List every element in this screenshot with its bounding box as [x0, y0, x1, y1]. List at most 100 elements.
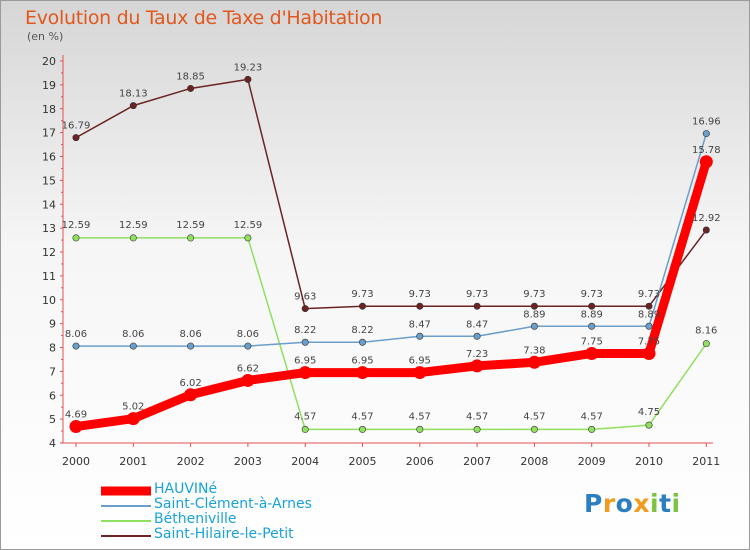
data-point-3 — [72, 134, 80, 142]
x-tick-label: 2005 — [349, 455, 377, 468]
y-tick-label: 15 — [42, 174, 56, 187]
data-label: 19.23 — [234, 62, 263, 73]
data-point-1 — [530, 322, 538, 330]
series-line-0 — [71, 157, 711, 432]
data-point-1 — [588, 322, 596, 330]
logo-letter: t — [659, 489, 672, 518]
x-tick-label: 2004 — [291, 455, 319, 468]
data-label: 6.02 — [179, 378, 201, 389]
data-point-2 — [416, 425, 424, 433]
y-tick-label: 7 — [49, 365, 56, 378]
data-label: 8.16 — [695, 326, 717, 337]
data-point-2 — [645, 421, 653, 429]
data-label: 9.73 — [409, 289, 431, 300]
data-label: 15.78 — [692, 145, 721, 156]
data-label: 4.57 — [581, 411, 603, 422]
chart-title: Evolution du Taux de Taxe d'Habitation — [25, 7, 383, 29]
legend-swatch — [101, 519, 151, 522]
legend-swatch — [101, 486, 151, 495]
data-label: 4.57 — [294, 411, 316, 422]
data-label: 8.89 — [638, 309, 660, 320]
legend-label: Saint-Clément-à-Arnes — [154, 496, 312, 512]
data-label: 8.06 — [179, 329, 201, 340]
x-tick-label: 2008 — [520, 455, 548, 468]
data-point-3 — [358, 302, 366, 310]
y-tick-label: 12 — [42, 246, 56, 259]
data-label: 8.47 — [409, 319, 431, 330]
data-point-0 — [527, 355, 541, 369]
data-point-2 — [129, 234, 137, 242]
data-point-2 — [588, 425, 596, 433]
data-label: 7.75 — [581, 336, 603, 347]
data-point-0 — [585, 346, 599, 360]
data-point-2 — [244, 234, 252, 242]
data-label: 16.96 — [692, 117, 721, 128]
chart-subtitle: (en %) — [27, 30, 64, 43]
data-label: 8.06 — [122, 329, 144, 340]
data-label: 7.23 — [466, 349, 488, 360]
x-tick-label: 2011 — [692, 455, 720, 468]
data-label: 9.63 — [294, 292, 316, 303]
data-label: 4.57 — [466, 411, 488, 422]
data-point-3 — [187, 84, 195, 92]
data-point-1 — [187, 342, 195, 350]
logo-letter: x — [633, 489, 650, 518]
data-label: 18.13 — [119, 89, 148, 100]
data-point-0 — [642, 346, 656, 360]
data-label: 8.22 — [294, 325, 316, 336]
logo-letter: i — [671, 489, 681, 518]
data-point-1 — [244, 342, 252, 350]
y-tick-label: 20 — [42, 55, 56, 68]
data-point-0 — [298, 366, 312, 380]
x-tick-label: 2010 — [635, 455, 663, 468]
data-point-1 — [645, 322, 653, 330]
data-label: 6.95 — [294, 356, 316, 367]
data-label: 9.73 — [638, 289, 660, 300]
data-point-3 — [416, 302, 424, 310]
data-point-0 — [69, 420, 83, 434]
data-point-1 — [358, 338, 366, 346]
data-point-2 — [72, 234, 80, 242]
x-tick-label: 2009 — [578, 455, 606, 468]
legend-label: HAUVINé — [154, 481, 218, 497]
data-label: 6.95 — [351, 356, 373, 367]
x-tick-label: 2001 — [119, 455, 147, 468]
data-label: 8.06 — [237, 329, 259, 340]
data-point-2 — [358, 425, 366, 433]
data-label: 12.59 — [119, 220, 148, 231]
proxiti-logo: Proxiti — [584, 489, 681, 518]
data-point-2 — [187, 234, 195, 242]
x-tick-label: 2002 — [177, 455, 205, 468]
data-point-3 — [473, 302, 481, 310]
data-label: 4.69 — [65, 410, 87, 421]
data-label: 6.62 — [237, 363, 259, 374]
data-point-0 — [413, 366, 427, 380]
data-point-1 — [129, 342, 137, 350]
data-label: 8.22 — [351, 325, 373, 336]
y-tick-label: 13 — [42, 222, 56, 235]
y-tick-label: 10 — [42, 294, 56, 307]
data-label: 7.38 — [523, 345, 545, 356]
legend-label: Bétheniville — [154, 511, 237, 527]
series-line-2 — [75, 237, 708, 431]
data-point-3 — [129, 102, 137, 110]
y-tick-label: 5 — [49, 413, 56, 426]
data-point-0 — [356, 366, 369, 380]
data-label: 9.73 — [466, 289, 488, 300]
data-label: 8.89 — [523, 309, 545, 320]
data-label: 7.75 — [638, 336, 660, 347]
data-label: 9.73 — [523, 289, 545, 300]
y-tick-label: 8 — [49, 342, 56, 355]
data-label: 4.57 — [523, 411, 545, 422]
data-label: 8.47 — [466, 319, 488, 330]
y-tick-label: 6 — [49, 389, 56, 402]
x-tick-label: 2000 — [62, 455, 90, 468]
legend-swatch — [101, 534, 151, 537]
logo-letter: P — [584, 489, 603, 518]
data-point-2 — [473, 425, 481, 433]
data-label: 8.89 — [581, 309, 603, 320]
data-point-1 — [301, 338, 309, 346]
data-label: 16.79 — [62, 121, 91, 132]
